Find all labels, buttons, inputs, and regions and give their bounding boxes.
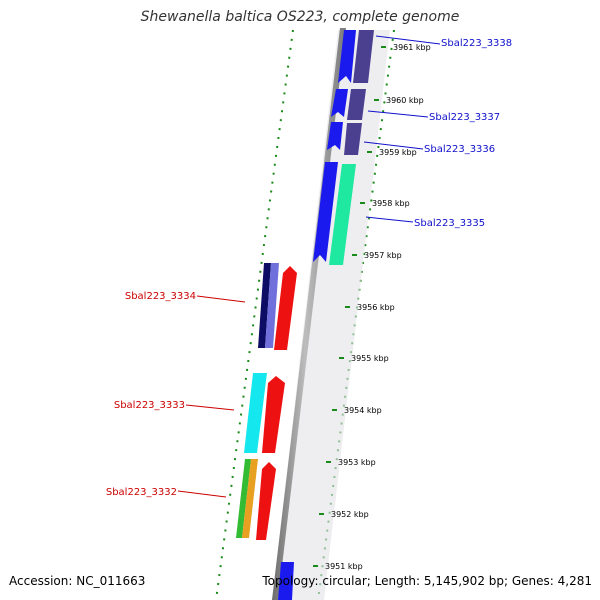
gene-feature[interactable] [338, 30, 356, 83]
gene-feature[interactable] [278, 562, 294, 600]
gene-feature[interactable] [242, 459, 258, 538]
position-label: 3955 kbp [351, 354, 389, 363]
gene-feature[interactable] [353, 30, 374, 83]
gene-Sbal223_3333[interactable] [244, 373, 285, 453]
position-ticks: 3961 kbp 3960 kbp 3959 kbp 3958 kbp 3957 kbp… [313, 43, 431, 571]
position-label: 3956 kbp [357, 303, 395, 312]
gene-label-leader [367, 110, 429, 118]
gene-feature[interactable] [265, 263, 279, 348]
gene-label-leader [196, 295, 246, 303]
gene-label-leader [185, 404, 235, 411]
accession-text: Accession: NC_011663 [9, 574, 146, 588]
gene-label-Sbal223_3334[interactable]: Sbal223_3334 [125, 291, 196, 302]
gene-feature[interactable] [244, 373, 267, 453]
gene-Sbal223_3335[interactable] [313, 162, 356, 265]
gene-Sbal223_3332[interactable] [236, 459, 276, 540]
gene-feature[interactable] [258, 263, 271, 348]
gene-label-leader [177, 490, 227, 498]
backbone-shadow [272, 30, 390, 600]
genome-stats-text: Topology: circular; Length: 5,145,902 bp… [262, 574, 592, 588]
gene-label-Sbal223_3332[interactable]: Sbal223_3332 [106, 487, 177, 498]
gene-labels: Sbal223_3338 Sbal223_3337 Sbal223_3336 Sbal… [106, 35, 512, 498]
position-label: 3960 kbp [386, 96, 424, 105]
gene-label-leader [375, 35, 441, 45]
map-title: Shewanella baltica OS223, complete genom… [140, 9, 460, 25]
gene-feature[interactable] [236, 459, 251, 538]
gene-Sbal223_3336[interactable] [327, 122, 362, 155]
gene-feature[interactable] [347, 89, 366, 120]
gene-label-Sbal223_3333[interactable]: Sbal223_3333 [114, 400, 185, 411]
gene-feature[interactable] [329, 164, 356, 265]
gene-feature[interactable] [313, 162, 338, 262]
position-label: 3959 kbp [379, 148, 417, 157]
gene-Sbal223_3338[interactable] [338, 30, 374, 83]
gene-label-Sbal223_3336[interactable]: Sbal223_3336 [424, 144, 495, 155]
gene-feature[interactable] [344, 123, 362, 155]
gene-feature[interactable] [331, 89, 348, 117]
gene-label-Sbal223_3335[interactable]: Sbal223_3335 [414, 218, 485, 229]
position-label: 3958 kbp [372, 199, 410, 208]
gene-feature[interactable] [327, 122, 343, 150]
gene-feature[interactable] [256, 462, 276, 540]
position-label: 3954 kbp [344, 406, 382, 415]
gene-label-leader [363, 141, 424, 150]
position-label: 3953 kbp [338, 458, 376, 467]
gene-feature[interactable] [274, 266, 297, 350]
position-label: 3961 kbp [393, 43, 431, 52]
position-label: 3951 kbp [325, 562, 363, 571]
gene-Sbal223_3337[interactable] [331, 89, 366, 120]
gene-label-Sbal223_3337[interactable]: Sbal223_3337 [429, 112, 500, 123]
gene-Sbal223_3334[interactable] [258, 263, 297, 350]
gene-feature[interactable] [262, 376, 285, 453]
gene-label-leader [365, 216, 414, 223]
position-label: 3952 kbp [331, 510, 369, 519]
gene-label-Sbal223_3338[interactable]: Sbal223_3338 [441, 38, 512, 49]
position-label: 3957 kbp [364, 251, 402, 260]
